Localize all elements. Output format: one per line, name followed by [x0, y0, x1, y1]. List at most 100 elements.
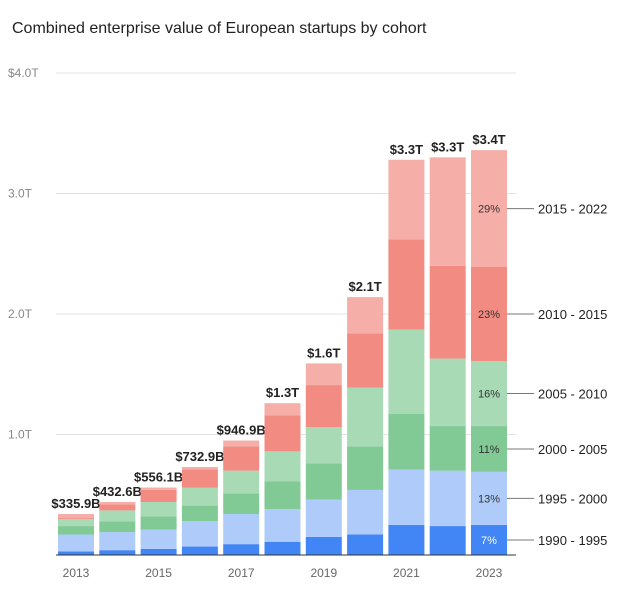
legend-label: 2015 - 2022: [538, 202, 607, 217]
bar-segment-2015-series-1[interactable]: [140, 548, 177, 555]
total-label: $2.1T: [348, 279, 381, 294]
share-label: 11%: [478, 444, 499, 456]
bar-segment-2016-series-3[interactable]: [181, 505, 218, 522]
bar-segment-2021-series-4[interactable]: [388, 329, 425, 415]
bar-segment-2023-series-3[interactable]: [471, 426, 507, 472]
bar-segment-2019-series-3[interactable]: [305, 463, 342, 500]
bar-segment-2018-series-5[interactable]: [264, 415, 301, 452]
bar-segment-2017-series-1[interactable]: [223, 544, 260, 555]
bar-segment-2022-series-6[interactable]: [429, 157, 466, 266]
bar-segment-2017-series-6[interactable]: [223, 440, 260, 447]
bar-segment-2013-series-6[interactable]: [58, 514, 94, 518]
bar-segment-2015-series-3[interactable]: [140, 516, 177, 530]
legend-label: 1995 - 2000: [538, 491, 607, 506]
bar-segment-2014-series-1[interactable]: [99, 550, 136, 555]
legend-label: 2005 - 2010: [538, 387, 607, 402]
bar-segment-2013-series-5[interactable]: [58, 517, 94, 519]
bar-segment-2022-series-4[interactable]: [429, 358, 466, 427]
bar-segment-2016-series-5[interactable]: [181, 469, 218, 488]
bar-segment-2016-series-4[interactable]: [181, 487, 218, 506]
bar-segment-2019-series-5[interactable]: [305, 385, 342, 428]
bar-segment-2018-series-1[interactable]: [264, 541, 301, 555]
bar-segment-2018-series-6[interactable]: [264, 403, 301, 416]
total-label: $3.3T: [431, 139, 464, 154]
x-tick-label: 2013: [63, 566, 90, 580]
bar-segment-2015-series-2[interactable]: [140, 529, 177, 549]
x-tick-label: 2021: [393, 566, 420, 580]
bar-segment-2020-series-4[interactable]: [347, 387, 384, 447]
x-tick-label: 2019: [310, 566, 337, 580]
bar-segment-2016-series-6[interactable]: [181, 467, 218, 470]
bar-segment-2016-series-2[interactable]: [181, 521, 218, 547]
bar-segment-2020-series-3[interactable]: [347, 446, 384, 490]
bar-segment-2022-series-1[interactable]: [429, 526, 466, 555]
bar-segment-2015-series-4[interactable]: [140, 501, 177, 517]
bar-segment-2020-series-5[interactable]: [347, 333, 384, 388]
bar-segment-2020-series-1[interactable]: [347, 534, 384, 555]
bar-segment-2019-series-4[interactable]: [305, 427, 342, 464]
y-tick-label: 3.0T: [8, 187, 33, 201]
bar-segment-2018-series-2[interactable]: [264, 509, 301, 542]
total-label: $1.3T: [266, 385, 299, 400]
bar-segment-2014-series-3[interactable]: [99, 521, 136, 533]
bar-segment-2021-series-3[interactable]: [388, 414, 425, 470]
chart-title: Combined enterprise value of European st…: [12, 20, 427, 37]
bar-segment-2013-series-4[interactable]: [58, 518, 94, 527]
y-tick-label: 1.0T: [8, 428, 33, 442]
bar-segment-2021-series-6[interactable]: [388, 159, 425, 240]
total-label: $1.6T: [307, 345, 340, 360]
bar-segment-2023-series-5[interactable]: [471, 267, 507, 361]
bar-segment-2021-series-1[interactable]: [388, 524, 425, 555]
bar-segment-2023-series-6[interactable]: [471, 150, 507, 268]
total-label: $3.4T: [472, 132, 505, 147]
bar-segment-2016-series-1[interactable]: [181, 546, 218, 555]
bar-segment-2017-series-5[interactable]: [223, 446, 260, 471]
legend-label: 2000 - 2005: [538, 442, 607, 457]
bar-segment-2014-series-2[interactable]: [99, 532, 136, 551]
bar-segment-2023-series-4[interactable]: [471, 360, 507, 427]
x-tick-label: 2023: [476, 566, 503, 580]
bar-segment-2017-series-2[interactable]: [223, 514, 260, 545]
bar-segment-2015-series-6[interactable]: [140, 487, 177, 490]
bar-segment-2014-series-4[interactable]: [99, 510, 136, 522]
bar-segment-2015-series-5[interactable]: [140, 489, 177, 502]
share-label: 13%: [478, 493, 500, 505]
bar-segment-2018-series-3[interactable]: [264, 481, 301, 510]
bar-segment-2020-series-6[interactable]: [347, 297, 384, 334]
bar-segment-2023-series-1[interactable]: [471, 524, 507, 555]
bar-segment-2022-series-5[interactable]: [429, 265, 466, 359]
x-tick-label: 2017: [228, 566, 255, 580]
total-label: $335.9B: [51, 496, 100, 511]
bar-segment-2023-series-2[interactable]: [471, 471, 507, 525]
legend-label: 1990 - 1995: [538, 533, 607, 548]
bar-segment-2013-series-3[interactable]: [58, 526, 94, 535]
bar-segment-2013-series-1[interactable]: [58, 551, 94, 555]
share-label: 29%: [478, 204, 500, 216]
bar-segment-2019-series-2[interactable]: [305, 499, 342, 537]
total-label: $556.1B: [134, 470, 183, 485]
bar-segment-2021-series-2[interactable]: [388, 469, 425, 525]
share-label: 16%: [478, 389, 500, 401]
bar-segment-2014-series-5[interactable]: [99, 504, 136, 511]
bar-segment-2021-series-5[interactable]: [388, 239, 425, 330]
y-tick-label: 2.0T: [8, 307, 33, 321]
bar-segment-2017-series-3[interactable]: [223, 493, 260, 515]
bar-segment-2019-series-6[interactable]: [305, 363, 342, 386]
legend-label: 2010 - 2015: [538, 307, 607, 322]
total-label: $946.9B: [217, 423, 266, 438]
share-label: 23%: [478, 309, 500, 321]
bar-segment-2017-series-4[interactable]: [223, 470, 260, 494]
y-tick-label: $4.0T: [8, 66, 39, 80]
bar-segment-2019-series-1[interactable]: [305, 536, 342, 555]
total-label: $3.3T: [390, 142, 423, 157]
total-label: $732.9B: [175, 449, 224, 464]
bar-segment-2018-series-4[interactable]: [264, 451, 301, 482]
bar-segment-2022-series-3[interactable]: [429, 426, 466, 471]
bar-segment-2014-series-6[interactable]: [99, 501, 136, 505]
bar-segment-2020-series-2[interactable]: [347, 489, 384, 535]
bar-segment-2013-series-2[interactable]: [58, 534, 94, 552]
share-label: 7%: [481, 535, 497, 547]
bar-segment-2022-series-2[interactable]: [429, 470, 466, 527]
total-label: $432.6B: [93, 484, 142, 499]
